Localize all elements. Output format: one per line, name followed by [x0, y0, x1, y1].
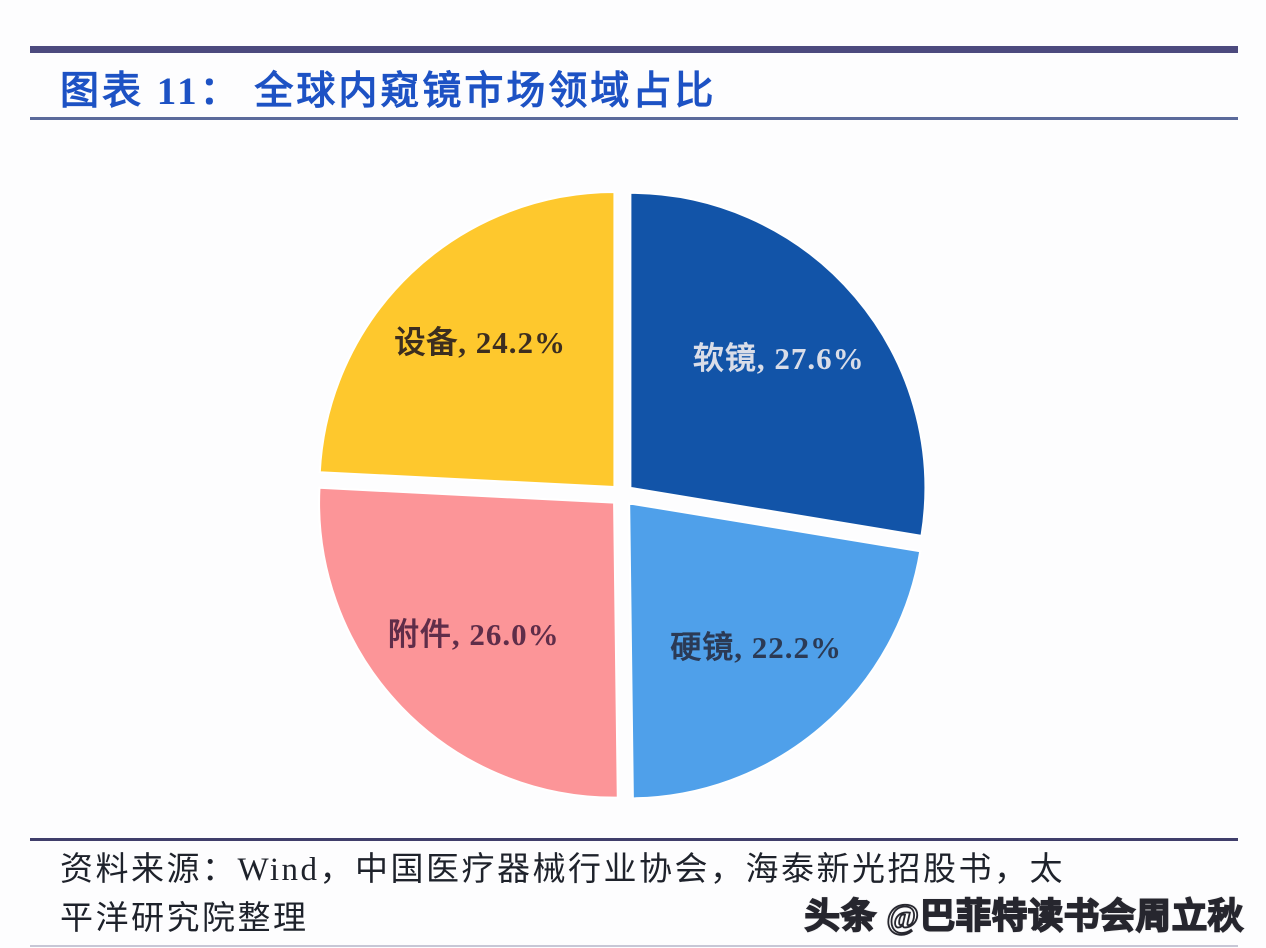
- top-rule: [30, 46, 1238, 53]
- bottom-edge-rule: [30, 945, 1238, 947]
- pie-slice-label-1: 硬镜, 22.2%: [670, 630, 842, 665]
- pie-slice-label-2: 附件, 26.0%: [388, 617, 560, 652]
- title-underline-rule: [30, 117, 1238, 120]
- source-text-line-1: 资料来源：Wind，中国医疗器械行业协会，海泰新光招股书，太: [60, 852, 1065, 888]
- pie-slice-3: [318, 191, 616, 489]
- pie-slice-label-3: 设备, 24.2%: [394, 325, 566, 360]
- source-text: 资料来源：Wind，中国医疗器械行业协会，海泰新光招股书，太 平洋研究院整理: [60, 846, 1210, 944]
- source-divider-rule: [30, 838, 1238, 841]
- pie-slice-label-0: 软镜, 27.6%: [693, 341, 865, 376]
- pie-slice-0: [629, 191, 927, 538]
- figure-title: 图表 11： 全球内窥镜市场领域占比: [60, 70, 717, 113]
- source-text-line-2: 平洋研究院整理: [60, 901, 309, 937]
- pie-slice-2: [318, 486, 619, 799]
- watermark: 头条 @巴菲特读书会周立秋: [804, 896, 1244, 937]
- pie-slice-1: [628, 502, 922, 800]
